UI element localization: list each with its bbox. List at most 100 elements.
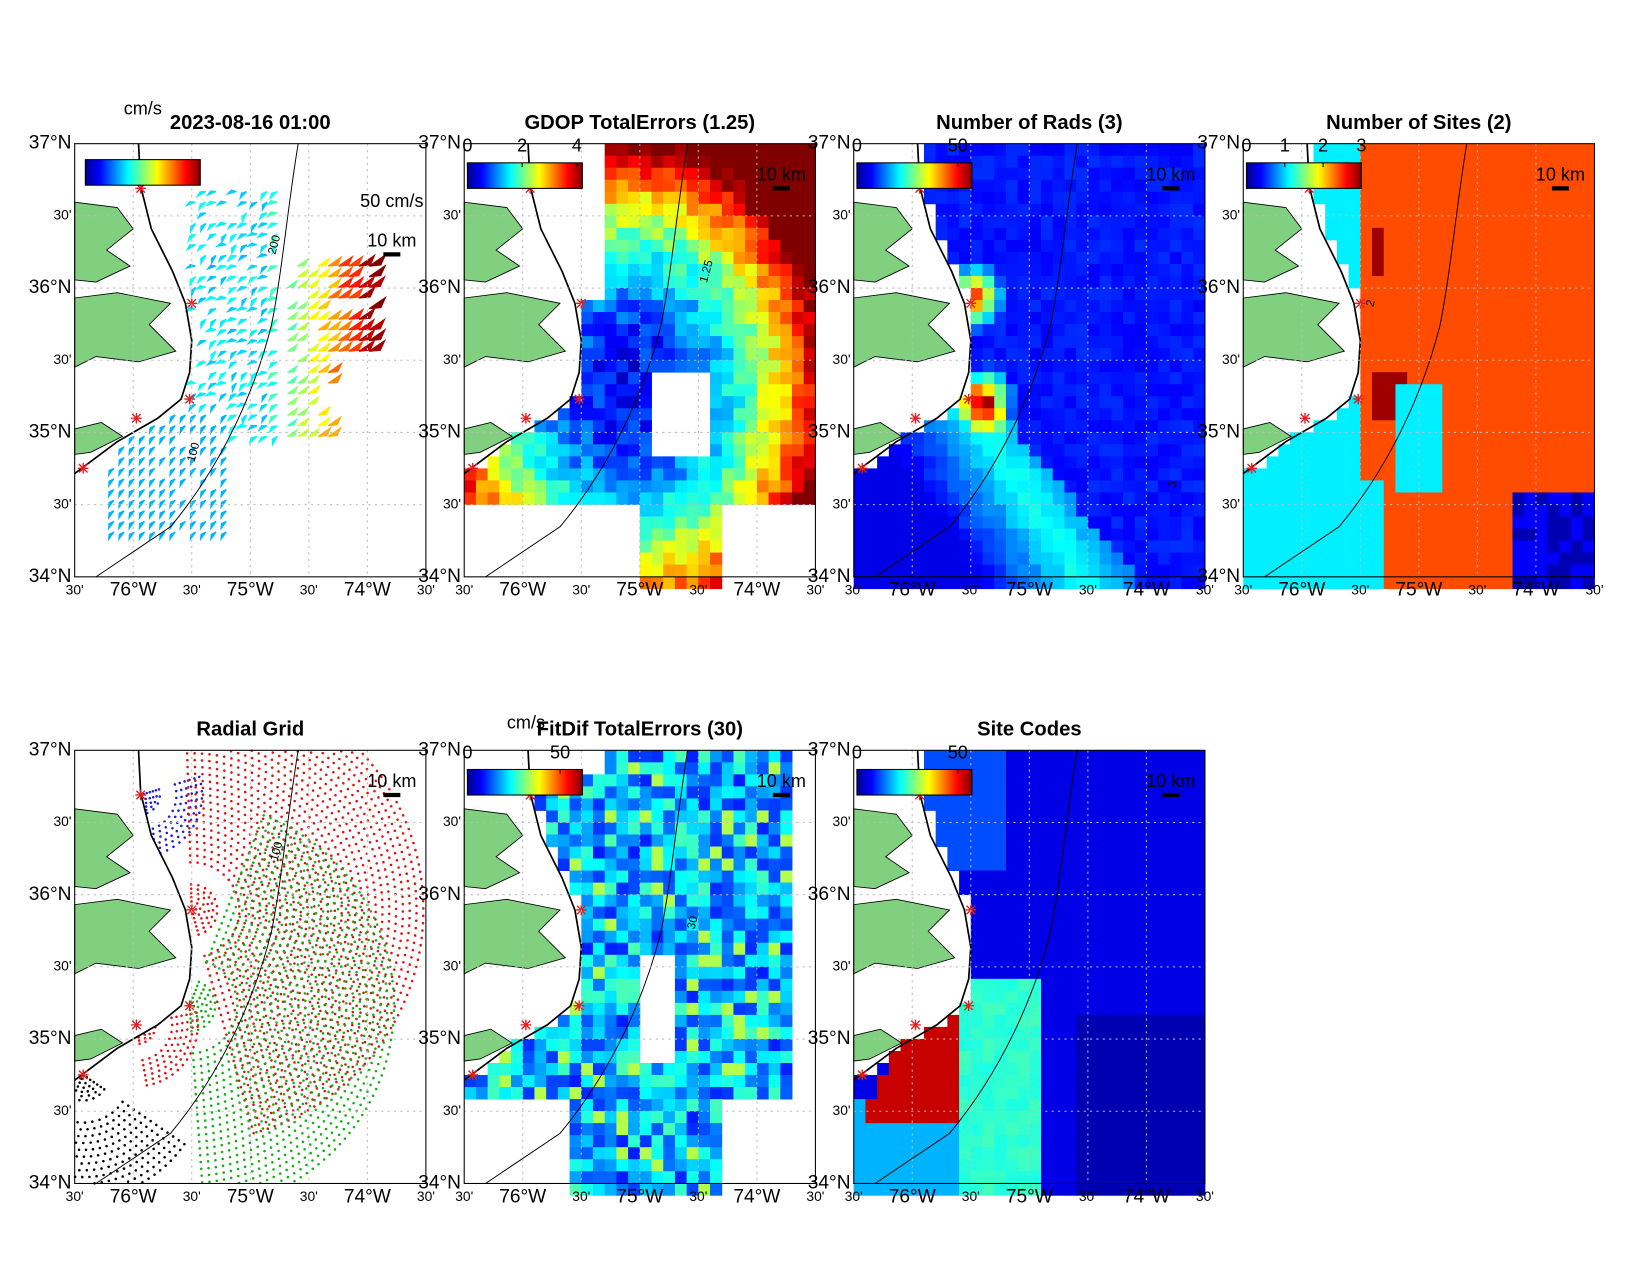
field-cell [1181, 324, 1194, 337]
current-vector [287, 385, 299, 395]
field-cell [581, 324, 594, 337]
radial-grid-point [293, 956, 297, 959]
field-cell [1383, 215, 1396, 229]
radial-grid-point [408, 902, 411, 905]
radial-grid-point [286, 976, 290, 980]
field-cell [888, 516, 901, 529]
radial-grid-point [229, 918, 233, 922]
radial-grid-point [268, 987, 271, 990]
radial-grid-point [211, 994, 215, 998]
field-cell [982, 552, 995, 566]
field-cell [1099, 360, 1112, 373]
field-cell [970, 540, 983, 553]
field-cell [1029, 275, 1042, 289]
field-cell [1134, 336, 1147, 349]
field-cell [756, 263, 770, 277]
field-cell [768, 167, 781, 181]
field-cell [698, 324, 711, 337]
current-vector [225, 337, 237, 343]
radial-grid-point [310, 973, 313, 976]
field-cell [935, 480, 948, 493]
radial-grid-point [320, 809, 324, 813]
radial-grid-point [196, 1119, 200, 1123]
field-cell [1087, 360, 1101, 373]
field-cell [1076, 456, 1089, 469]
field-cell [1430, 348, 1443, 361]
radial-grid-point [236, 780, 240, 784]
field-cell [639, 540, 652, 553]
field-cell [721, 227, 734, 241]
field-cell [1500, 420, 1513, 433]
field-cell [1477, 396, 1490, 409]
field-cell [1146, 215, 1159, 229]
field-cell [639, 456, 652, 469]
radial-grid-point [327, 969, 331, 972]
map-panel: 37°N30'36°N30'35°N30'34°N30' 76°W 30' 75°W 3… [418, 112, 824, 601]
field-cell [1571, 155, 1584, 169]
radial-grid-point [277, 971, 281, 975]
field-cell [1122, 456, 1136, 469]
radial-grid-point [315, 838, 318, 842]
radial-grid-point [298, 925, 301, 928]
field-cell [1336, 552, 1350, 566]
site-marker [857, 463, 867, 474]
radial-grid-point [353, 1073, 357, 1076]
field-cell [792, 300, 805, 313]
field-cell [1535, 239, 1549, 253]
radial-grid-point [340, 1014, 344, 1018]
radial-grid-point [294, 1043, 298, 1046]
radial-grid-point [231, 983, 234, 987]
radial-grid-point [217, 831, 220, 834]
field-cell [1582, 468, 1595, 481]
field-cell [1500, 239, 1513, 253]
radial-grid-point [275, 964, 278, 968]
field-cell [994, 360, 1007, 373]
radial-grid-point [257, 1042, 261, 1046]
radial-grid-point [315, 1061, 319, 1065]
field-cell [1052, 251, 1065, 265]
field-cell [1442, 552, 1455, 566]
field-cell [1099, 492, 1112, 505]
field-cell [1512, 468, 1525, 481]
radial-grid-point [355, 766, 358, 769]
field-cell [1559, 287, 1572, 301]
field-cell [581, 360, 594, 373]
field-cell [780, 396, 793, 409]
radial-grid-point [259, 974, 262, 978]
radial-grid-point [332, 861, 336, 864]
field-cell [487, 492, 500, 505]
field-cell [1169, 348, 1182, 361]
field-cell [639, 396, 652, 409]
field-cell [756, 203, 770, 217]
field-cell [1158, 215, 1171, 229]
radial-grid-point [275, 918, 279, 921]
field-cell [1453, 456, 1467, 469]
field-cell [1111, 227, 1124, 241]
radial-grid-point [404, 839, 407, 842]
field-cell [581, 408, 594, 421]
field-cell [1430, 227, 1443, 241]
field-cell [1087, 203, 1101, 217]
field-cell [1453, 287, 1467, 301]
current-vector [236, 222, 247, 230]
radial-grid-point [193, 765, 197, 769]
field-cell [1158, 564, 1171, 578]
radial-grid-point [230, 1053, 234, 1056]
current-vector [199, 414, 207, 425]
field-cell [1535, 348, 1549, 361]
field-cell [1076, 384, 1089, 397]
radial-grid-point [355, 1017, 358, 1021]
field-cell [1372, 408, 1385, 421]
field-cell [1169, 324, 1182, 337]
field-cell [1582, 492, 1595, 505]
radial-grid-point [269, 948, 272, 952]
radial-grid-point [266, 938, 269, 941]
radial-grid-point [215, 934, 219, 938]
radial-grid-point [230, 785, 233, 789]
field-cell [616, 396, 629, 409]
field-cell [1017, 143, 1030, 157]
radial-grid-point [327, 997, 331, 1001]
field-cell [1052, 396, 1065, 409]
radial-grid-point [323, 792, 327, 795]
radial-grid-point [351, 1023, 354, 1027]
